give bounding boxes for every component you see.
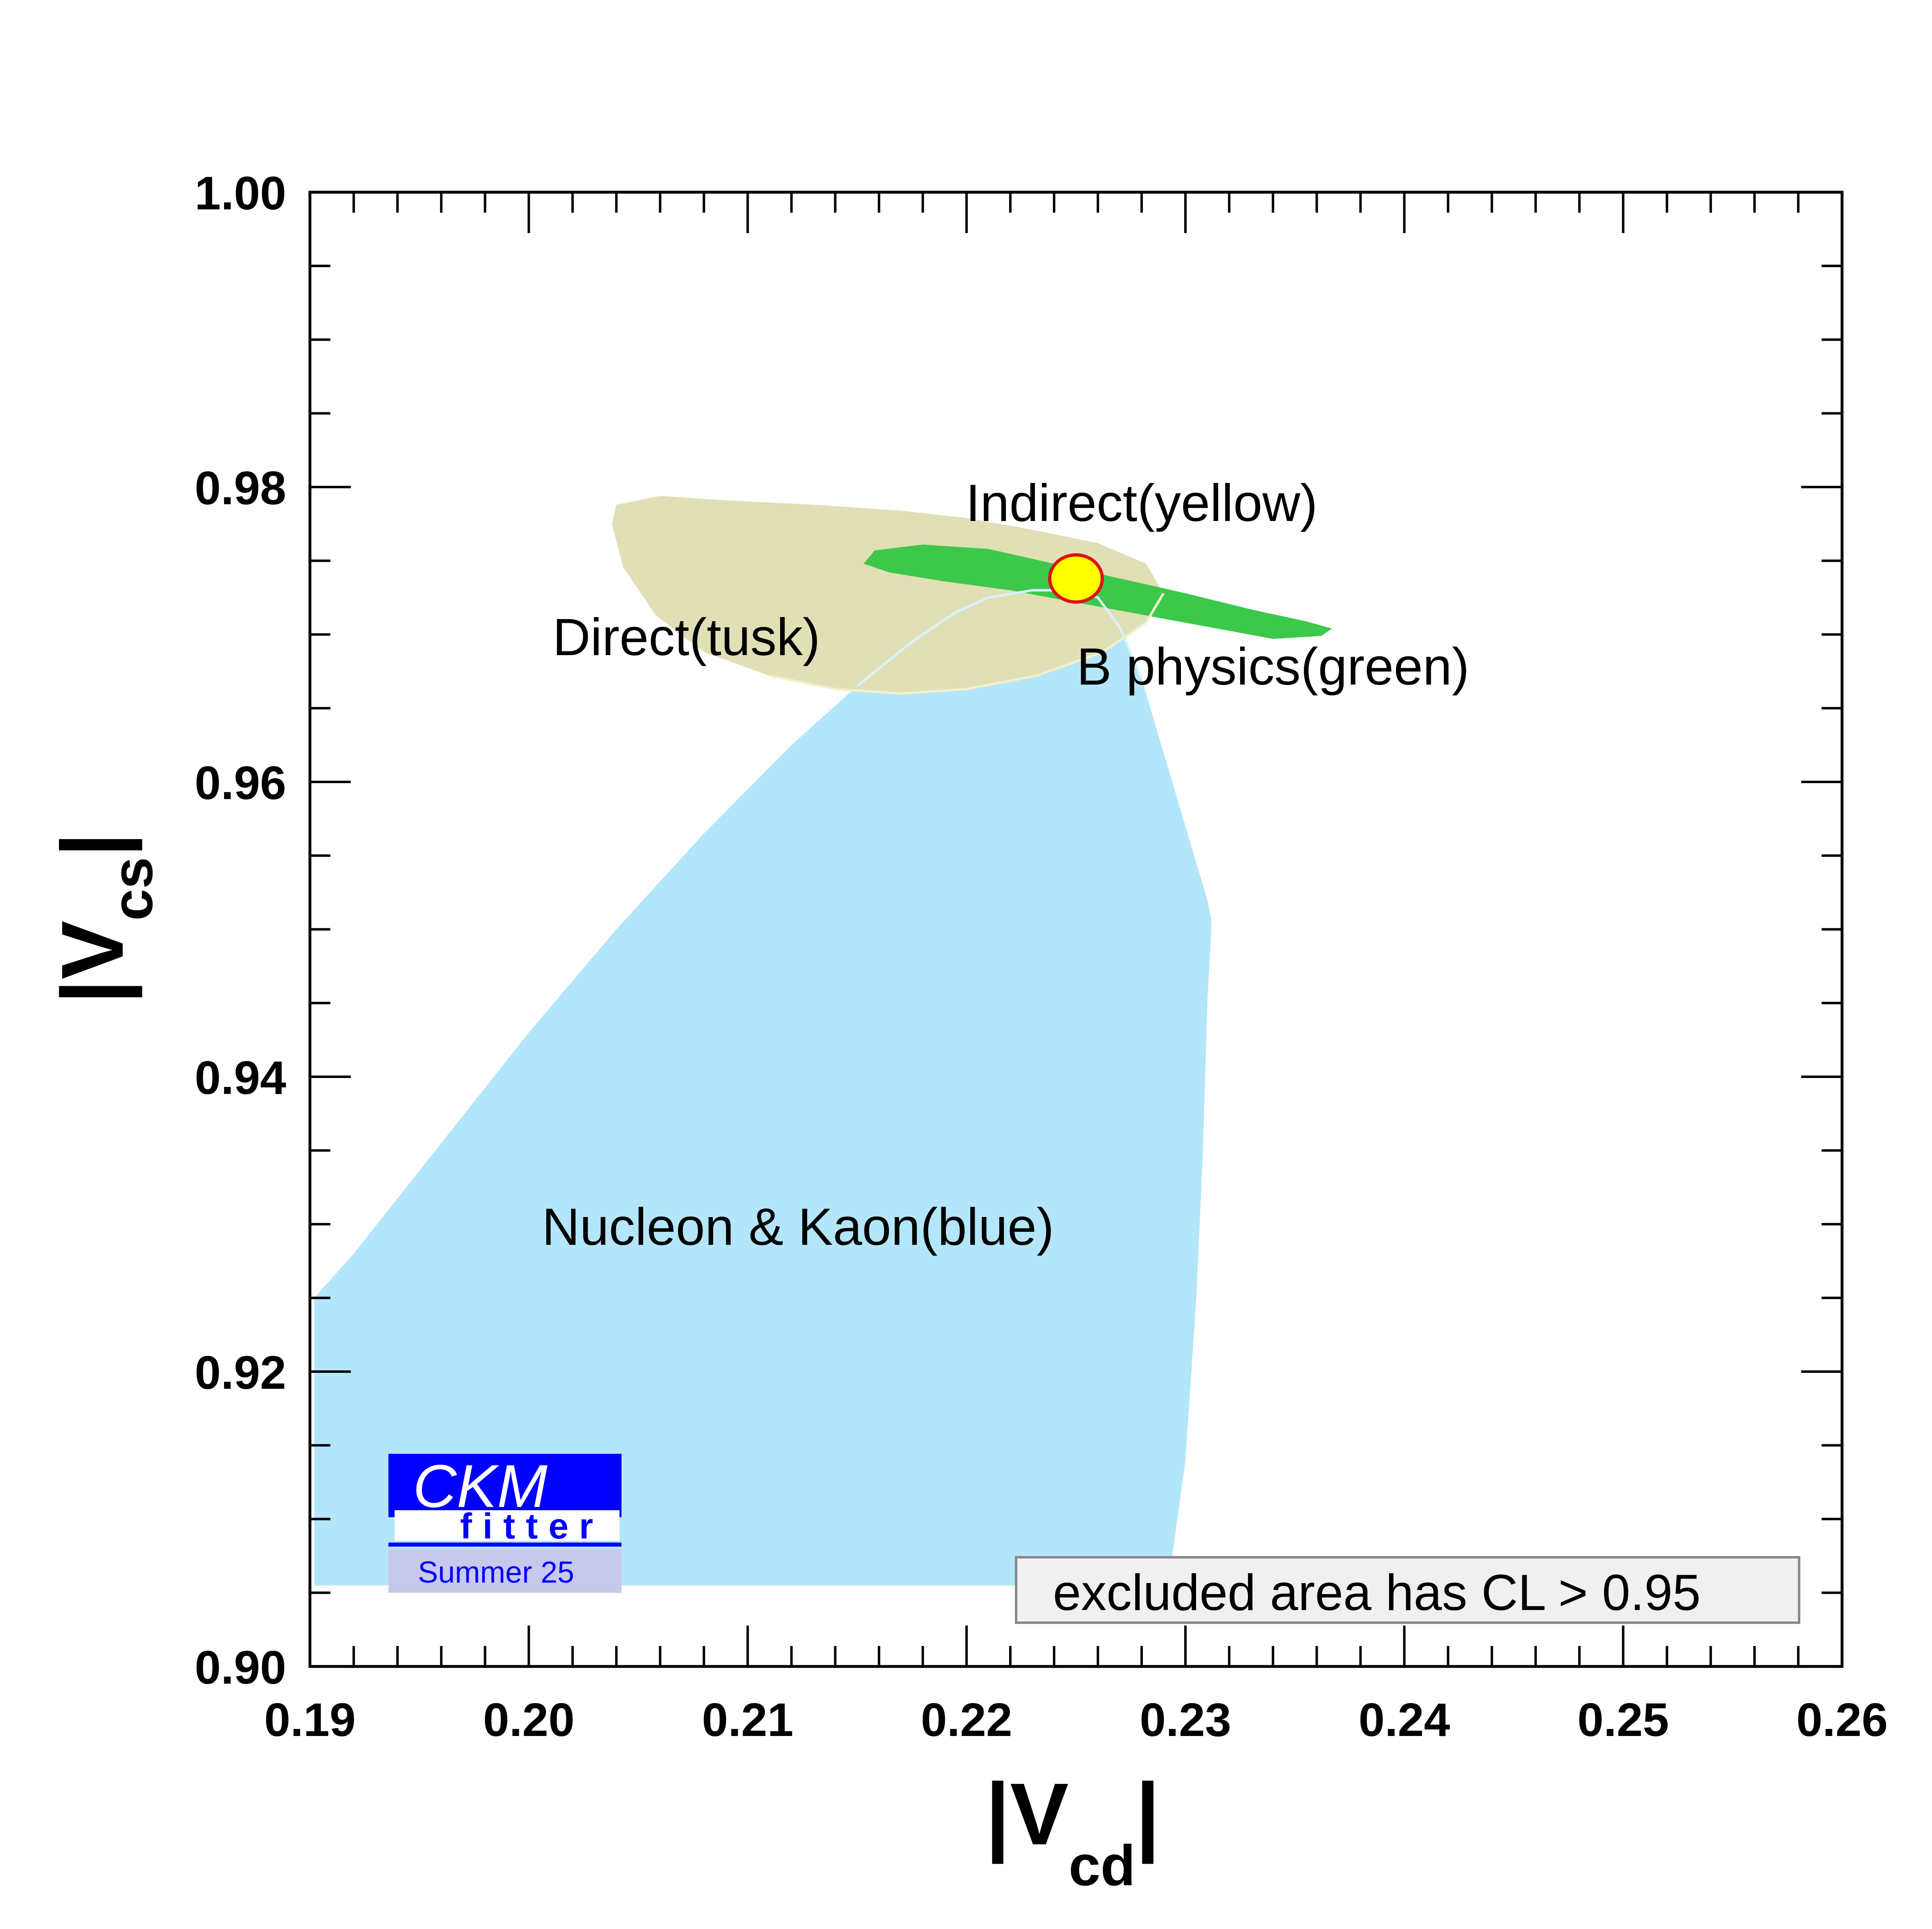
y-tick-label: 0.92 (195, 1347, 286, 1399)
x-axis-title-sub: cd (1069, 1833, 1135, 1898)
region-indirect-yellow (1048, 553, 1104, 604)
y-tick-label: 0.94 (195, 1052, 286, 1104)
x-tick-label: 0.21 (702, 1694, 794, 1746)
logo-white-strip (395, 1510, 619, 1541)
y-axis-title-sub: cs (100, 857, 164, 921)
x-tick-label: 0.23 (1140, 1694, 1231, 1746)
x-axis-title: |Vcd| (985, 1765, 1160, 1898)
x-tick-label: 0.25 (1577, 1694, 1669, 1746)
x-tick-label: 0.19 (264, 1694, 356, 1746)
y-tick-label: 0.98 (195, 462, 286, 514)
y-tick-label: 0.90 (195, 1642, 286, 1694)
ticks (309, 191, 1843, 1668)
annotation-indirect-yellow: Indirect(yellow) (966, 474, 1318, 532)
contour-lines (769, 553, 1165, 695)
svg-text:|Vcs|: |Vcs| (43, 833, 164, 1004)
logo-edition: Summer 25 (418, 1555, 574, 1589)
legend-box: excluded area has CL > 0.95 (1015, 1556, 1800, 1624)
x-tick-label: 0.22 (921, 1694, 1012, 1746)
contour-direct-boundary (769, 593, 1165, 695)
annotation-nucleon-kaon-blue: Nucleon & Kaon(blue) (542, 1198, 1054, 1256)
logo-ckm: CKM (413, 1453, 548, 1520)
y-tick-label: 0.96 (195, 757, 286, 809)
tick-labels: 0.19 0.20 0.21 0.22 0.23 0.24 0.25 0.26 0.90 0.92… (195, 167, 1888, 1746)
logo-rule (388, 1543, 622, 1547)
logo-bottom-band (388, 1549, 622, 1593)
x-tick-label: 0.20 (483, 1694, 574, 1746)
x-tick-label: 0.26 (1796, 1694, 1888, 1746)
ckmfitter-logo: CKM fitter Summer 25 (388, 1453, 622, 1593)
y-tick-label: 1.00 (195, 167, 286, 220)
logo-fitter: fitter (460, 1506, 604, 1546)
y-axis-title-main: |V (43, 921, 143, 1004)
annotation-direct-tusk: Direct(tusk) (553, 608, 820, 667)
logo-top-band (388, 1454, 622, 1517)
annotation-b-physics-green: B physics(green) (1077, 638, 1469, 696)
contour-nucleon-kaon-boundary (856, 589, 1143, 687)
region-nucleon-kaon-blue (314, 590, 1212, 1585)
annotations: Indirect(yellow) Direct(tusk) B physics(gr… (542, 474, 1470, 1256)
legend-box-frame (1015, 1556, 1800, 1624)
x-axis-title-main: |V (985, 1765, 1069, 1864)
region-direct-tusk (612, 496, 1164, 694)
y-axis-title-end: | (43, 833, 143, 857)
x-axis-title-end: | (1135, 1765, 1160, 1864)
svg-text:|Vcd|: |Vcd| (985, 1765, 1160, 1898)
legend-box-text: excluded area has CL > 0.95 (1053, 1565, 1701, 1621)
y-axis-title: |Vcs| (43, 833, 164, 1004)
x-tick-label: 0.24 (1359, 1694, 1450, 1746)
